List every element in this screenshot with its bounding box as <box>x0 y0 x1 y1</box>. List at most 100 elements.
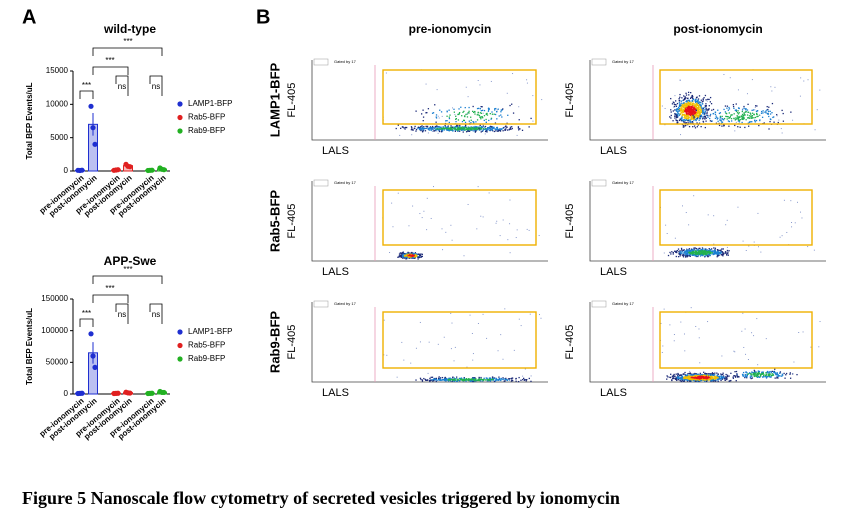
dot <box>704 252 706 254</box>
dot <box>518 376 520 379</box>
dot <box>693 106 695 108</box>
dot <box>705 253 708 255</box>
dot <box>467 113 469 115</box>
dot <box>701 249 704 252</box>
dot <box>772 116 774 119</box>
dot <box>677 112 679 115</box>
dot <box>736 115 738 117</box>
dot <box>666 375 668 377</box>
dot <box>689 370 691 372</box>
dot <box>694 112 696 115</box>
dot <box>712 373 714 375</box>
dot <box>500 379 502 382</box>
dot <box>698 380 700 383</box>
dot <box>682 377 685 379</box>
dot <box>676 120 679 122</box>
dot <box>467 112 469 114</box>
dot <box>683 373 685 375</box>
dot <box>693 373 695 375</box>
dot <box>411 254 413 256</box>
dot <box>674 375 676 377</box>
dot <box>737 113 740 115</box>
dot <box>688 99 690 102</box>
dot <box>421 126 424 129</box>
dot <box>692 95 694 98</box>
dot <box>707 379 709 381</box>
dot <box>714 247 717 249</box>
dot <box>681 375 683 377</box>
dot <box>506 379 508 381</box>
dot <box>796 373 798 376</box>
dot <box>704 372 707 375</box>
dot <box>742 108 744 110</box>
dot <box>704 253 706 255</box>
dot <box>688 372 690 375</box>
dot <box>484 379 486 381</box>
dot <box>725 112 727 114</box>
dot <box>706 379 709 382</box>
dot <box>750 121 752 123</box>
dot <box>680 247 683 250</box>
chart-title: APP-Swe <box>104 254 157 268</box>
dot <box>721 251 723 253</box>
dot <box>690 108 693 110</box>
dot <box>511 379 513 381</box>
dot <box>678 109 680 112</box>
dot <box>687 109 689 111</box>
dot <box>682 111 685 113</box>
dot <box>693 102 695 105</box>
dot <box>710 251 712 253</box>
dot <box>714 113 717 116</box>
dot <box>416 255 418 257</box>
dot <box>517 380 520 383</box>
dot <box>433 130 435 132</box>
dot <box>769 120 771 123</box>
dot <box>495 377 497 380</box>
dot <box>753 374 755 376</box>
dot <box>713 250 715 252</box>
dot <box>421 379 424 381</box>
dot <box>724 379 726 381</box>
dot <box>719 116 722 119</box>
dot <box>487 110 490 112</box>
dot <box>786 231 788 233</box>
dot <box>402 254 404 257</box>
dot <box>681 111 683 113</box>
dot <box>751 375 753 378</box>
dot <box>717 109 719 111</box>
dot <box>684 96 686 98</box>
dot <box>678 252 680 255</box>
y-axis-label: FL-405 <box>286 83 298 118</box>
significance-label: *** <box>105 284 114 293</box>
dot <box>757 364 759 366</box>
dot <box>502 358 504 360</box>
dot <box>400 252 403 255</box>
dot <box>718 252 720 254</box>
dot <box>509 127 511 130</box>
dot <box>755 119 758 122</box>
dot <box>504 380 506 382</box>
dot <box>453 126 455 128</box>
dot <box>755 375 758 378</box>
dot <box>528 229 530 231</box>
dot <box>681 377 683 379</box>
dot <box>429 380 431 383</box>
dot <box>691 120 694 123</box>
dot <box>679 252 682 255</box>
dot <box>419 321 421 323</box>
dot <box>691 248 694 251</box>
dot <box>452 376 454 378</box>
dot <box>689 103 692 105</box>
dot <box>773 371 775 373</box>
dot <box>480 380 482 382</box>
dot <box>750 117 753 119</box>
dot <box>490 118 492 120</box>
dot <box>692 250 694 253</box>
dot <box>690 116 693 118</box>
dot <box>802 331 804 333</box>
dot <box>694 114 697 117</box>
dot <box>714 252 716 255</box>
dot <box>687 105 690 107</box>
dot <box>687 114 689 116</box>
dot <box>467 129 469 131</box>
